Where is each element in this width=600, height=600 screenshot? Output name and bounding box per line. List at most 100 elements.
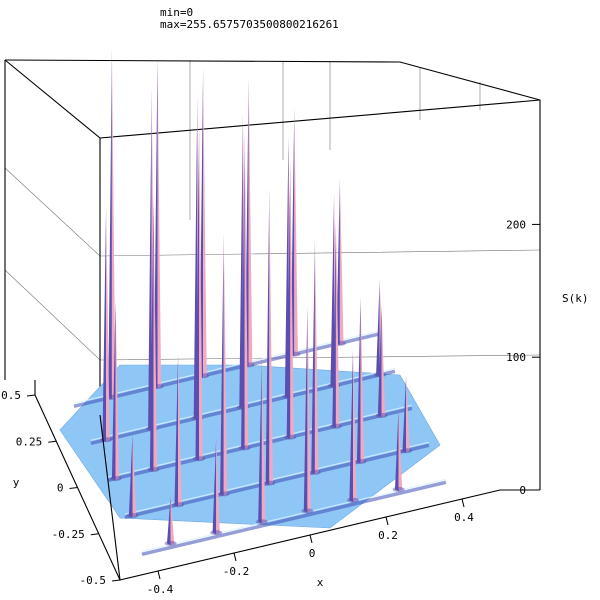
peak-base xyxy=(210,530,223,536)
peak-base xyxy=(109,476,122,481)
peaks xyxy=(100,47,413,546)
surface-ridge xyxy=(73,332,379,409)
peak-base xyxy=(238,445,251,451)
peak-shadow xyxy=(167,495,171,546)
peak xyxy=(203,67,207,378)
peak-shadow xyxy=(303,305,308,513)
peak xyxy=(115,300,120,481)
peak-base xyxy=(392,486,405,492)
peak-shadow xyxy=(212,436,217,535)
peak-shadow xyxy=(108,47,112,400)
peak-base xyxy=(255,519,268,525)
z-axis-label: S(k) xyxy=(562,292,589,305)
peak xyxy=(307,305,311,513)
peak-shadow xyxy=(128,433,133,518)
peak xyxy=(290,163,294,440)
peak-shadow xyxy=(265,188,270,486)
surface-ridge xyxy=(141,480,447,557)
peak-base xyxy=(329,423,342,429)
back-box xyxy=(4,59,541,490)
peak xyxy=(360,297,365,464)
back-diagonal-edge xyxy=(99,99,541,139)
peak xyxy=(223,233,228,496)
x-tick-label: -0.4 xyxy=(147,583,174,596)
peak xyxy=(216,436,220,535)
peak-shadow xyxy=(149,195,154,472)
peak xyxy=(248,77,253,367)
y-tick xyxy=(90,533,99,536)
peak xyxy=(111,47,116,400)
peak-base xyxy=(172,502,185,508)
peak-shadow xyxy=(330,194,335,388)
peak xyxy=(153,195,158,472)
max-label: max=255.6575703500800216261 xyxy=(160,18,339,31)
peak-base xyxy=(354,459,367,464)
min-label: min=0 xyxy=(160,6,193,19)
peak-shadow xyxy=(239,112,243,410)
peak-shadow xyxy=(193,96,198,421)
peak-shadow xyxy=(195,123,200,461)
y-tick xyxy=(111,579,121,582)
y-tick-label: 0.25 xyxy=(16,435,43,448)
peak xyxy=(269,188,273,486)
peak-base xyxy=(400,448,413,454)
peak-shadow xyxy=(402,375,407,453)
peak-shadow xyxy=(395,407,399,492)
peak xyxy=(314,239,319,475)
peak-shadow xyxy=(376,279,380,377)
y-tick xyxy=(26,394,36,397)
y-axis-label: y xyxy=(13,476,20,489)
x-axis-label: x xyxy=(317,576,324,589)
peak-base xyxy=(126,513,139,518)
peak-shadow xyxy=(377,305,382,418)
peak-base xyxy=(217,491,230,497)
z-tick-label: 0 xyxy=(519,484,526,497)
z-tick-label: 200 xyxy=(506,218,526,231)
peak-shadow xyxy=(174,354,179,507)
y-tick-label: -0.25 xyxy=(52,528,85,541)
front-left-vertical xyxy=(99,414,121,581)
peak-base xyxy=(100,437,113,443)
x-tick xyxy=(309,534,313,544)
peak xyxy=(261,357,266,524)
peak-shadow xyxy=(241,133,245,450)
grid-line-z200 xyxy=(4,167,541,257)
peak-shadow xyxy=(102,206,107,442)
peak xyxy=(339,179,344,346)
peak-base xyxy=(193,456,206,462)
peak xyxy=(178,354,182,507)
peak-shadow xyxy=(311,239,315,475)
peak xyxy=(294,107,298,357)
peak xyxy=(244,133,249,450)
x-tick-label: 0.4 xyxy=(454,511,474,524)
peak-shadow xyxy=(356,297,361,464)
peak-base xyxy=(301,508,314,514)
back-top-edges xyxy=(4,59,541,490)
peak-shadow xyxy=(148,86,152,431)
x-tick xyxy=(157,570,161,580)
peak-shadow xyxy=(258,357,262,524)
peak-shadow xyxy=(284,136,289,399)
y-tick-label: 0.5 xyxy=(1,389,21,402)
peak-base xyxy=(347,497,359,503)
z-tick-label: 100 xyxy=(506,351,526,364)
y-tick xyxy=(69,487,78,489)
x-tick-label: 0 xyxy=(309,547,316,560)
peak-base xyxy=(147,467,160,472)
peak xyxy=(199,123,203,461)
x-tick xyxy=(461,498,465,508)
y-tick-label: 0 xyxy=(57,482,64,495)
y-tick xyxy=(48,440,57,443)
peak-shadow xyxy=(332,220,336,429)
peak-shadow xyxy=(111,300,116,481)
back-left-edges xyxy=(4,59,101,415)
x-tick-label: 0.2 xyxy=(378,529,398,542)
peak-base xyxy=(263,480,276,486)
y-tick-label: -0.5 xyxy=(80,574,107,587)
peak-base xyxy=(284,434,297,440)
x-tick xyxy=(233,552,237,562)
peak xyxy=(170,495,175,546)
peak xyxy=(106,206,110,442)
